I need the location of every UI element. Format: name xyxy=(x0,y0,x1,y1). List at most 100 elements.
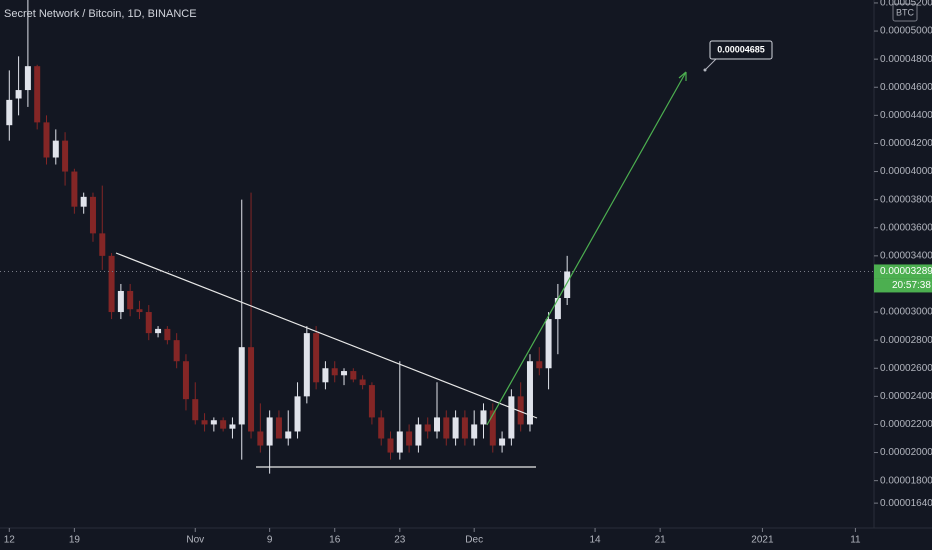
y-tick-label: 0.00004800 xyxy=(880,54,932,65)
candle-body xyxy=(108,255,115,313)
y-tick-label: 0.00005200 xyxy=(880,0,932,9)
candle-body xyxy=(536,361,543,369)
candle-body xyxy=(24,66,31,91)
candle-body xyxy=(62,140,69,172)
projection-arrow xyxy=(486,71,687,426)
candle-body xyxy=(461,417,468,439)
candle-body xyxy=(285,431,292,439)
candle-body xyxy=(443,417,450,439)
candle-body xyxy=(517,396,524,425)
y-tick-label: 0.00004400 xyxy=(880,110,932,121)
candle-body xyxy=(145,312,152,334)
candle-body xyxy=(471,424,478,439)
candle-body xyxy=(545,319,552,369)
y-tick-label: 0.00004200 xyxy=(880,138,932,149)
candle-body xyxy=(52,140,59,158)
candle-body xyxy=(359,379,366,386)
currency-button[interactable] xyxy=(892,3,918,22)
candle-body xyxy=(396,431,403,453)
y-tick-label: 0.00002400 xyxy=(880,391,932,402)
candle-body xyxy=(554,298,561,320)
candle-body xyxy=(136,309,143,313)
last-price-box xyxy=(874,264,932,279)
candle-body xyxy=(182,361,189,400)
candle-body xyxy=(508,396,515,439)
y-tick-label: 0.00005000 xyxy=(880,26,932,37)
candle-body xyxy=(350,371,357,380)
candle-body xyxy=(415,424,422,446)
candle-body xyxy=(480,410,487,425)
candle-body xyxy=(331,368,338,376)
countdown-box xyxy=(874,278,932,293)
candle-body xyxy=(192,399,199,421)
candle-body xyxy=(387,438,394,453)
annotation-box xyxy=(709,40,773,60)
candle-body xyxy=(229,424,236,429)
candle-body xyxy=(34,66,41,123)
candle-body xyxy=(238,347,245,425)
candle-body xyxy=(220,420,227,429)
x-tick-label: 2021 xyxy=(751,535,774,546)
candle-body xyxy=(341,371,348,376)
y-tick-label: 0.00003800 xyxy=(880,194,932,205)
candle-body xyxy=(15,90,22,99)
y-tick-label: 0.00002000 xyxy=(880,447,932,458)
candle-body xyxy=(499,438,506,446)
y-tick-label: 0.00001640 xyxy=(880,498,932,509)
x-tick-label: 14 xyxy=(590,535,602,546)
last-price-label: 0.00003289 xyxy=(880,266,932,277)
candle-body xyxy=(164,328,171,341)
x-tick-label: 19 xyxy=(69,535,81,546)
x-tick-label: 23 xyxy=(394,535,406,546)
annotation-pointer xyxy=(704,58,717,71)
candle-body xyxy=(6,99,13,126)
y-tick-label: 0.00003600 xyxy=(880,222,932,233)
y-tick-label: 0.00002200 xyxy=(880,419,932,430)
candle-body xyxy=(294,396,301,432)
arrow-head xyxy=(678,71,687,81)
y-tick-label: 0.00004000 xyxy=(880,166,932,177)
y-tick-label: 0.00002800 xyxy=(880,335,932,346)
trend-line xyxy=(115,252,538,419)
candle-body xyxy=(489,410,496,446)
candle-body xyxy=(424,424,431,432)
x-tick-label: 11 xyxy=(850,535,861,546)
candle-body xyxy=(257,431,264,446)
candle-body xyxy=(99,233,106,256)
y-tick-label: 0.00003000 xyxy=(880,307,932,318)
x-tick-label: 16 xyxy=(329,535,341,546)
x-tick-label: 21 xyxy=(655,535,667,546)
candle-body xyxy=(526,361,533,425)
candle-body xyxy=(266,417,273,446)
candle-body xyxy=(275,417,282,439)
candle-body xyxy=(201,420,208,425)
candle-body xyxy=(406,431,413,446)
candle-body xyxy=(248,347,255,432)
candle-body xyxy=(117,290,124,313)
candle-body xyxy=(210,420,217,425)
candle-body xyxy=(452,417,459,439)
candle-body xyxy=(303,333,310,397)
countdown-label: 20:57:38 xyxy=(892,280,931,291)
x-tick-label: 12 xyxy=(4,535,16,546)
marks xyxy=(6,0,571,474)
y-tick-label: 0.00002600 xyxy=(880,363,932,374)
candle-body xyxy=(80,196,87,207)
candle-body xyxy=(313,333,320,383)
candle-body xyxy=(43,122,50,158)
candle-body xyxy=(434,417,440,432)
x-tick-label: 9 xyxy=(267,535,273,546)
candle-body xyxy=(155,328,162,334)
chart-title: Secret Network / Bitcoin, 1D, BINANCE xyxy=(4,8,197,20)
y-tick-label: 0.00001800 xyxy=(880,475,932,486)
candle-body xyxy=(368,385,375,418)
candle-body xyxy=(378,417,385,439)
candle-body xyxy=(71,171,78,207)
y-tick-label: 0.00004600 xyxy=(880,82,932,93)
x-tick-label: Nov xyxy=(186,535,204,546)
candle-body xyxy=(89,196,96,234)
currency-label: BTC xyxy=(896,7,915,17)
